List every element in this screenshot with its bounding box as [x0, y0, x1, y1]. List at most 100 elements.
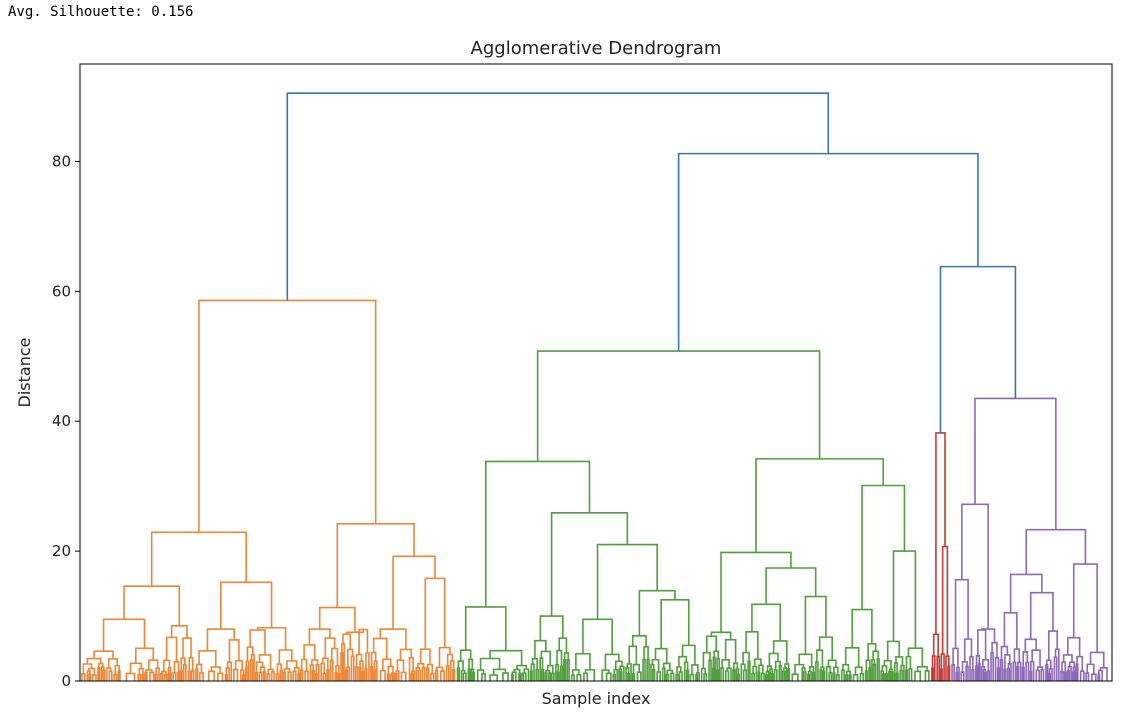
dendrogram-link: [358, 666, 362, 681]
dendrogram-link: [1047, 630, 1058, 661]
dendrogram-link: [394, 672, 398, 681]
dendrogram-link: [303, 644, 316, 660]
dendrogram-link: [601, 669, 610, 681]
dendrogram-link: [1097, 673, 1101, 681]
dendrogram-link: [556, 671, 560, 681]
dendrogram-link: [1072, 563, 1098, 653]
dendrogram-link: [751, 672, 755, 681]
dendrogram-link: [807, 670, 812, 681]
dendrogram-link: [518, 672, 522, 681]
dendrogram-link: [991, 641, 998, 658]
dendrogram-link: [626, 663, 632, 681]
dendrogram-link: [806, 673, 811, 681]
dendrogram-link: [643, 646, 649, 660]
dendrogram-link: [379, 669, 386, 681]
dendrogram-link: [765, 670, 770, 681]
dendrogram-link: [631, 673, 636, 681]
dendrogram-link: [220, 581, 273, 630]
dendrogram-link: [932, 633, 939, 657]
dendrogram-link: [755, 458, 885, 553]
dendrogram-link: [848, 674, 852, 681]
dendrogram-link: [924, 670, 930, 681]
dendrogram-link: [770, 672, 774, 681]
dendrogram-link: [434, 669, 439, 681]
dendrogram-link: [182, 637, 192, 659]
dendrogram-link: [392, 555, 436, 630]
dendrogram-link: [386, 673, 390, 681]
dendrogram-link: [545, 669, 551, 674]
dendrogram-link: [845, 670, 851, 676]
dendrogram-link: [361, 671, 365, 681]
dendrogram-link: [757, 671, 761, 681]
dendrogram-link: [747, 660, 751, 681]
dendrogram-link: [536, 350, 821, 462]
dendrogram-link: [430, 672, 435, 681]
dendrogram-link: [892, 550, 917, 649]
dendrogram-link: [113, 673, 118, 681]
dendrogram-link: [1071, 671, 1075, 681]
dendrogram-link: [867, 643, 877, 661]
dendrogram-link: [947, 665, 951, 681]
dendrogram-link: [782, 670, 786, 681]
dendrogram-link: [619, 670, 623, 681]
dendrogram-link: [88, 673, 92, 681]
dendrogram-link: [321, 657, 329, 670]
dendrogram-link: [91, 674, 97, 681]
dendrogram-link: [868, 667, 872, 681]
dendrogram-link: [980, 628, 996, 643]
dendrogram-link: [267, 668, 274, 675]
dendrogram-link: [287, 671, 292, 681]
dendrogram-link: [1048, 668, 1053, 681]
dendrogram-link: [337, 672, 341, 681]
dendrogram-link: [677, 152, 979, 352]
dendrogram-link: [400, 671, 407, 681]
dendrogram-link: [410, 672, 414, 681]
dendrogram-link: [556, 649, 563, 667]
dendrogram-link: [931, 655, 936, 681]
dendrogram-link: [283, 668, 291, 673]
dendrogram-link: [282, 671, 287, 681]
dendrogram-link: [642, 658, 646, 681]
dendrogram-link: [945, 655, 950, 681]
dendrogram-link: [425, 667, 430, 681]
dendrogram-link: [322, 672, 327, 681]
dendrogram-link: [154, 673, 158, 681]
dendrogram-link: [881, 665, 888, 674]
dendrogram-link: [773, 669, 778, 681]
dendrogram-link: [905, 655, 912, 671]
y-tick-label: 80: [52, 152, 71, 170]
dendrogram-link: [382, 658, 392, 671]
dendrogram-link: [605, 672, 612, 681]
dendrogram-link: [852, 674, 859, 681]
dendrogram-link: [703, 673, 708, 681]
dendrogram-link: [652, 668, 656, 681]
dendrogram-link: [544, 672, 548, 681]
dendrogram-link: [584, 669, 596, 681]
dendrogram-link: [675, 673, 679, 681]
dendrogram-link: [715, 669, 719, 681]
dendrogram-link: [372, 637, 388, 660]
dendrogram-link: [895, 672, 899, 681]
dendrogram-link: [1072, 666, 1076, 681]
dendrogram-link: [861, 484, 906, 610]
dendrogram-link: [144, 671, 148, 681]
dendrogram-link: [596, 543, 658, 620]
dendrogram-link: [445, 665, 450, 681]
dendrogram-link: [881, 673, 885, 681]
dendrogram-link: [742, 651, 750, 665]
dendrogram-link: [102, 618, 146, 652]
dendrogram-link: [150, 531, 247, 587]
dendrogram-link: [941, 545, 949, 657]
dendrogram-link: [510, 673, 514, 681]
dendrogram-link: [259, 666, 266, 673]
dendrogram-link: [387, 665, 394, 675]
dendrogram-link: [195, 668, 199, 681]
dendrogram-link: [871, 658, 876, 681]
dendrogram-link: [419, 648, 431, 665]
dendrogram-link: [753, 658, 762, 667]
dendrogram-link: [234, 660, 243, 671]
dendrogram-link: [559, 665, 564, 681]
dendrogram-link: [766, 665, 772, 672]
dendrogram-link: [232, 668, 239, 681]
